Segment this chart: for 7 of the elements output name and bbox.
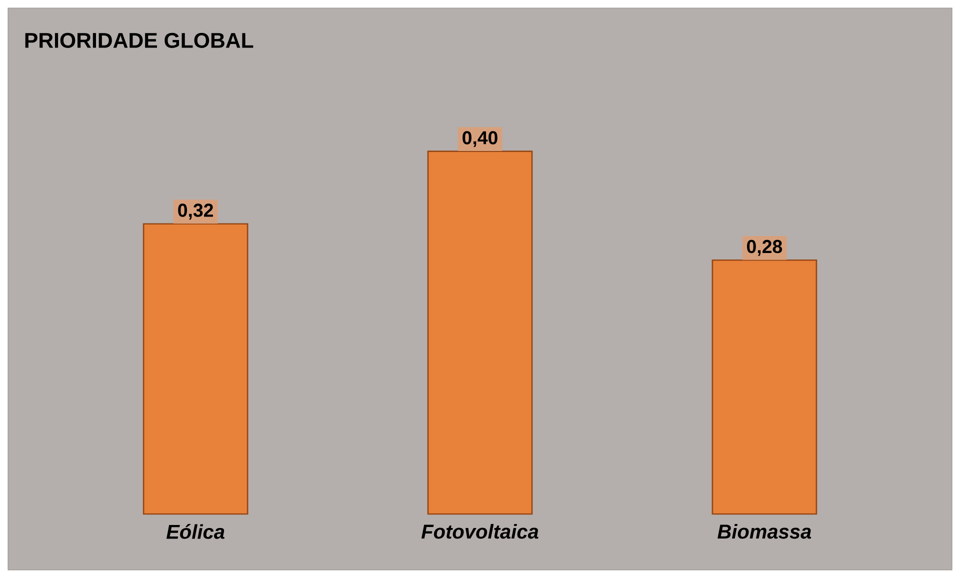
data-label: 0,40	[462, 131, 498, 148]
x-tick-label: Biomassa	[718, 524, 812, 539]
data-label: 0,32	[178, 204, 213, 220]
chart-title: PRIORIDADE GLOBAL	[25, 32, 254, 48]
data-label: 0,28	[747, 240, 782, 256]
x-tick-label: Eólica	[166, 524, 224, 539]
x-tick-label: Fotovoltaica	[421, 524, 538, 539]
